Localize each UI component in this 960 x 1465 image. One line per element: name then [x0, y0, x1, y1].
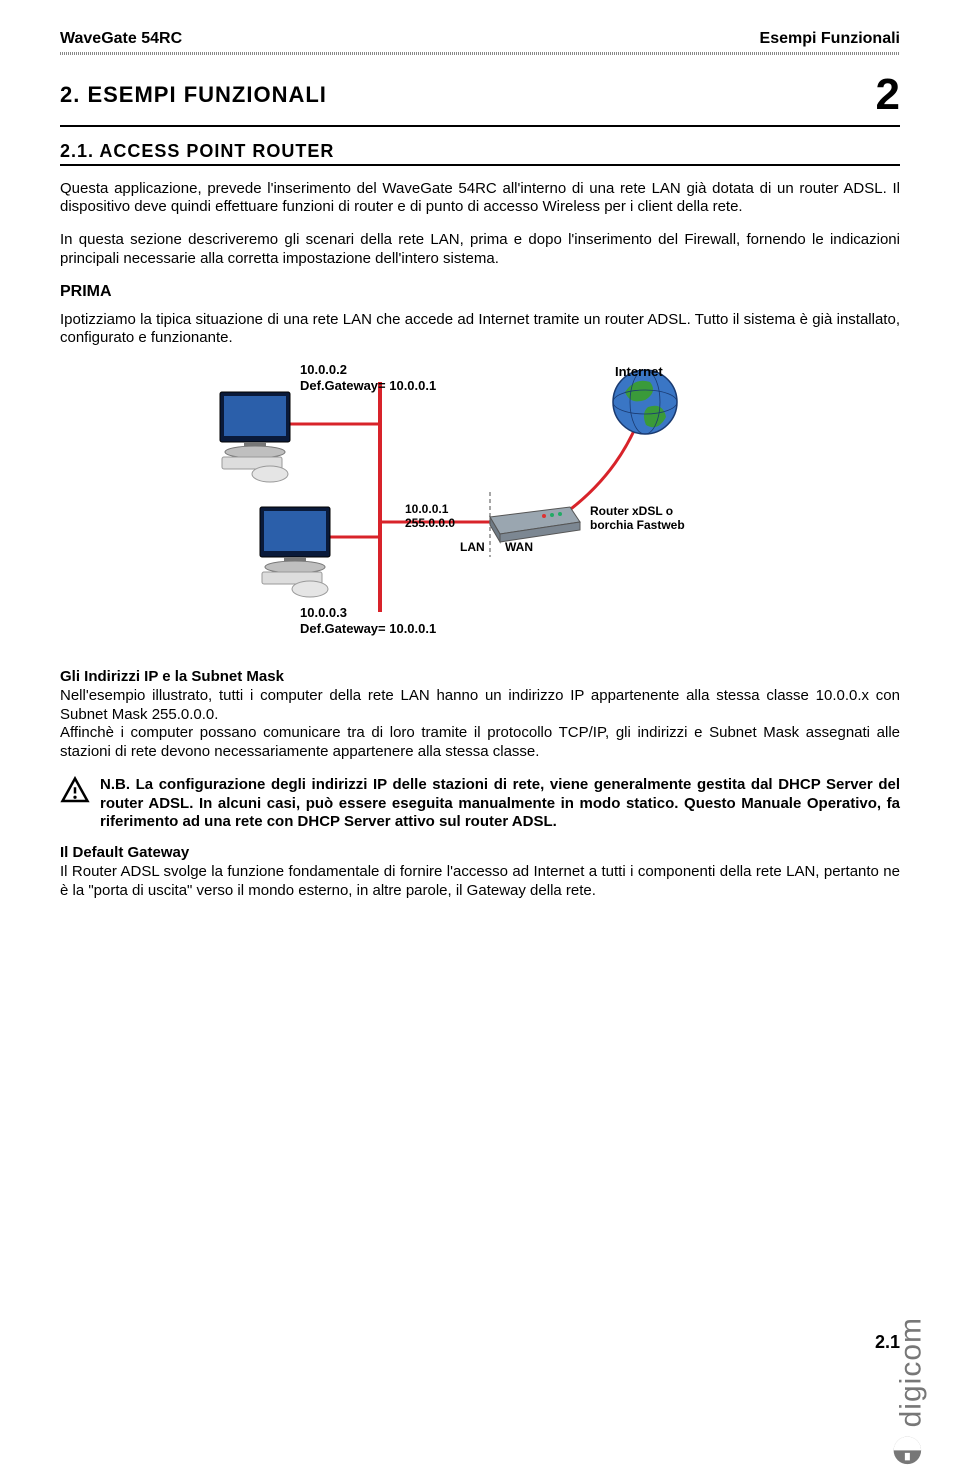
network-diagram: 10.0.0.2 Def.Gateway= 10.0.0.1 Internet …	[200, 362, 760, 652]
paragraph-prima: Ipotizziamo la tipica situazione di una …	[60, 311, 900, 349]
router-mask-text: 255.0.0.0	[405, 516, 455, 530]
pc1-ip-text: 10.0.0.2	[300, 362, 347, 377]
header-right: Esempi Funzionali	[760, 30, 900, 48]
chapter-heading: 2. ESEMPI FUNZIONALI 2	[60, 73, 900, 117]
lan-label: LAN	[460, 540, 485, 554]
internet-label: Internet	[615, 364, 663, 380]
paragraph-ip-1: Nell'esempio illustrato, tutti i compute…	[60, 687, 900, 725]
paragraph-gateway: Il Router ADSL svolge la funzione fondam…	[60, 863, 900, 901]
paragraph-ip-2: Affinchè i computer possano comunicare t…	[60, 724, 900, 762]
subhead-gateway: Il Default Gateway	[60, 844, 900, 863]
note-block: N.B. La configurazione degli indirizzi I…	[60, 776, 900, 832]
brand-logo-icon	[892, 1435, 930, 1465]
pc1-ip: 10.0.0.2 Def.Gateway= 10.0.0.1	[300, 362, 436, 393]
router-ip-text: 10.0.0.1	[405, 502, 448, 516]
subhead-prima: PRIMA	[60, 283, 900, 301]
wan-label: WAN	[505, 540, 533, 554]
subhead-gateway-text: Il Default Gateway	[60, 844, 189, 861]
pc2-ip-text: 10.0.0.3	[300, 605, 347, 620]
router-ip: 10.0.0.1 255.0.0.0	[405, 502, 455, 531]
section-title: 2.1. ACCESS POINT ROUTER	[60, 141, 900, 162]
chapter-number: 2	[876, 73, 900, 117]
paragraph-intro-2: In questa sezione descriveremo gli scena…	[60, 231, 900, 269]
paragraph-intro-1: Questa applicazione, prevede l'inserimen…	[60, 180, 900, 218]
pc1-gw-text: Def.Gateway= 10.0.0.1	[300, 378, 436, 393]
chapter-rule	[60, 125, 900, 127]
router-desc-1: Router xDSL o	[590, 504, 673, 518]
subhead-ip: Gli Indirizzi IP e la Subnet Mask	[60, 668, 900, 687]
page-number: 2.1	[875, 1332, 900, 1353]
pc2-ip: 10.0.0.3 Def.Gateway= 10.0.0.1	[300, 605, 436, 636]
router-desc-2: borchia Fastweb	[590, 518, 685, 532]
header-rule	[60, 52, 900, 55]
header-left: WaveGate 54RC	[60, 30, 182, 48]
note-text: N.B. La configurazione degli indirizzi I…	[100, 776, 900, 832]
router-desc: Router xDSL o borchia Fastweb	[590, 504, 685, 533]
warning-icon	[60, 776, 90, 832]
chapter-title: 2. ESEMPI FUNZIONALI	[60, 82, 327, 108]
section-rule	[60, 164, 900, 166]
subhead-ip-text: Gli Indirizzi IP e la Subnet Mask	[60, 668, 284, 685]
pc2-gw-text: Def.Gateway= 10.0.0.1	[300, 621, 436, 636]
page-header: WaveGate 54RC Esempi Funzionali	[60, 30, 900, 48]
